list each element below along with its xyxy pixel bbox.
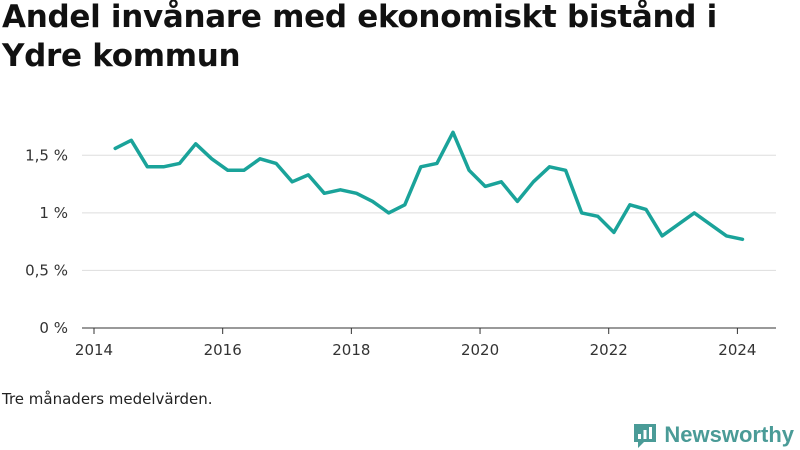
series-layer [113, 130, 745, 242]
x-tick-label: 2018 [332, 341, 370, 359]
chart-title: Andel invånare med ekonomiskt bistånd i … [2, 0, 717, 74]
x-tick-label: 2016 [204, 341, 242, 359]
newsworthy-logo-icon [634, 423, 657, 448]
x-tick-label: 2024 [718, 341, 756, 359]
y-tick-label: 1 % [39, 204, 68, 222]
x-tick-label: 2014 [75, 341, 113, 359]
brand-name: Newsworthy [664, 422, 794, 447]
x-axis-ticks: 2014 2016 2018 2020 2022 2024 [75, 328, 756, 359]
series-line [113, 130, 745, 242]
x-tick-label: 2022 [590, 341, 628, 359]
grid-lines [82, 154, 776, 271]
x-tick-label: 2020 [461, 341, 499, 359]
footnote: Tre månaders medelvärden. [2, 390, 213, 408]
y-tick-label: 0 % [39, 319, 68, 337]
brand-logo[interactable]: Newsworthy [632, 421, 794, 449]
y-tick-label: 1,5 % [25, 146, 68, 164]
y-tick-label: 0,5 % [25, 261, 68, 279]
y-axis-ticks: 0 % 0,5 % 1 % 1,5 % [25, 146, 68, 337]
